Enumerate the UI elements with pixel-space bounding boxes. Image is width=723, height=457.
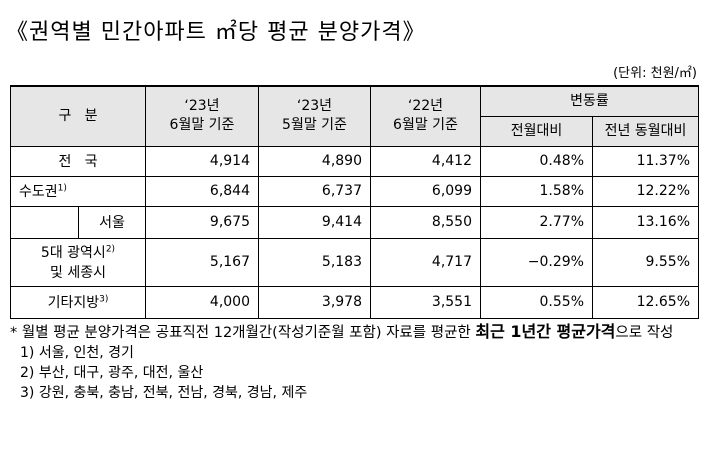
- cell: 1.58%: [480, 175, 593, 207]
- unit: (단위: 천원/㎡): [613, 66, 697, 81]
- row-label: 수도권1): [10, 175, 146, 207]
- label-text: 전 국: [58, 154, 98, 170]
- cell: 5,167: [145, 237, 259, 287]
- cell: 13.16%: [592, 205, 699, 239]
- row-label: 5대 광역시2) 및 세종시: [10, 237, 146, 287]
- header-line: ‘23년: [184, 98, 220, 115]
- cell: 4,717: [370, 237, 481, 287]
- cell: 0.55%: [480, 285, 593, 319]
- column-header: ‘23년 6월말 기준: [145, 85, 259, 147]
- cell: −0.29%: [480, 237, 593, 287]
- note-item: 1) 서울, 인천, 경기: [20, 345, 134, 361]
- label-note: 1): [57, 183, 67, 194]
- header-line: 5월말 기준: [282, 117, 347, 134]
- cell: 12.65%: [592, 285, 699, 319]
- header-line: ‘22년: [407, 98, 444, 115]
- table-row: 서울 9,675 9,414 8,550 2.77% 13.16%: [10, 205, 699, 239]
- table-body: 전 국 4,914 4,890 4,412 0.48% 11.37% 수도권1) 6,844 6…: [10, 145, 699, 319]
- label-text: 기타지방: [47, 295, 100, 311]
- label-note: 2): [105, 244, 116, 255]
- header-line: ‘23년: [296, 98, 333, 115]
- label-text: 및 세종시: [50, 265, 106, 281]
- title: 《권역별 민간아파트 ㎡당 평균 분양가격》: [6, 20, 426, 45]
- cell: 11.37%: [592, 145, 699, 177]
- sub-header: 전년 동월대비: [592, 115, 699, 147]
- header-line: 6월말 기준: [393, 117, 458, 134]
- cell: 9,414: [258, 205, 371, 239]
- label-text: 서울: [99, 215, 125, 231]
- group-header: 변동률: [480, 85, 699, 117]
- row-label: 전 국: [10, 145, 146, 177]
- cell: 6,099: [370, 175, 481, 207]
- column-header: ‘22년 6월말 기준: [370, 85, 481, 147]
- cell: 6,844: [145, 175, 259, 207]
- row-label: 기타지방3): [10, 285, 146, 319]
- category-header: 구 분: [10, 85, 146, 147]
- column-header: ‘23년 5월말 기준: [258, 85, 371, 147]
- group-spacer: [10, 206, 79, 239]
- note-text: * 월별 평균 분양가격은 공표직전 12개월간(작성기준월 포함) 자료를 평…: [10, 325, 476, 341]
- cell: 6,737: [258, 175, 371, 207]
- note-text: 으로 작성: [615, 325, 674, 341]
- table-row: 기타지방3) 4,000 3,978 3,551 0.55% 12.65%: [10, 285, 699, 319]
- cell: 9.55%: [592, 237, 699, 287]
- table-row: 수도권1) 6,844 6,737 6,099 1.58% 12.22%: [10, 175, 699, 207]
- cell: 12.22%: [592, 175, 699, 207]
- price-table: 구 분 ‘23년 6월말 기준 ‘23년 5월말 기준 ‘22년 6월말 기준 변동률…: [10, 85, 699, 319]
- header-row: 전월대비 전년 동월대비: [11, 115, 699, 147]
- table-row: 전 국 4,914 4,890 4,412 0.48% 11.37%: [10, 145, 699, 177]
- cell: 3,551: [370, 285, 481, 319]
- cell: 2.77%: [480, 205, 593, 239]
- cell: 4,412: [370, 145, 481, 177]
- cell: 9,675: [145, 205, 259, 239]
- row-label: 서울: [78, 205, 146, 239]
- cell: 8,550: [370, 205, 481, 239]
- note-bold: 최근 1년간 평균가격: [475, 322, 616, 341]
- label-text: 수도권: [19, 184, 58, 200]
- cell: 3,978: [258, 285, 371, 319]
- label-text: 5대 광역시: [40, 245, 106, 261]
- header-row: 구 분 ‘23년 6월말 기준 ‘23년 5월말 기준 ‘22년 6월말 기준 변동률: [10, 85, 699, 147]
- cell: 4,000: [145, 285, 259, 319]
- note-main: * 월별 평균 분양가격은 공표직전 12개월간(작성기준월 포함) 자료를 평…: [10, 322, 710, 343]
- notes: * 월별 평균 분양가격은 공표직전 12개월간(작성기준월 포함) 자료를 평…: [10, 322, 710, 403]
- cell: 4,914: [145, 145, 259, 177]
- sub-header: 전월대비: [480, 115, 593, 147]
- note-item: 3) 강원, 충북, 충남, 전북, 전남, 경북, 경남, 제주: [20, 385, 308, 401]
- note-item: 2) 부산, 대구, 광주, 대전, 울산: [20, 365, 204, 381]
- table-row: 5대 광역시2) 및 세종시 5,167 5,183 4,717 −0.29% 9.55%: [10, 237, 699, 287]
- header-line: 6월말 기준: [169, 117, 235, 134]
- cell: 5,183: [258, 237, 371, 287]
- cell: 4,890: [258, 145, 371, 177]
- cell: 0.48%: [480, 145, 593, 177]
- label-note: 3): [99, 294, 109, 305]
